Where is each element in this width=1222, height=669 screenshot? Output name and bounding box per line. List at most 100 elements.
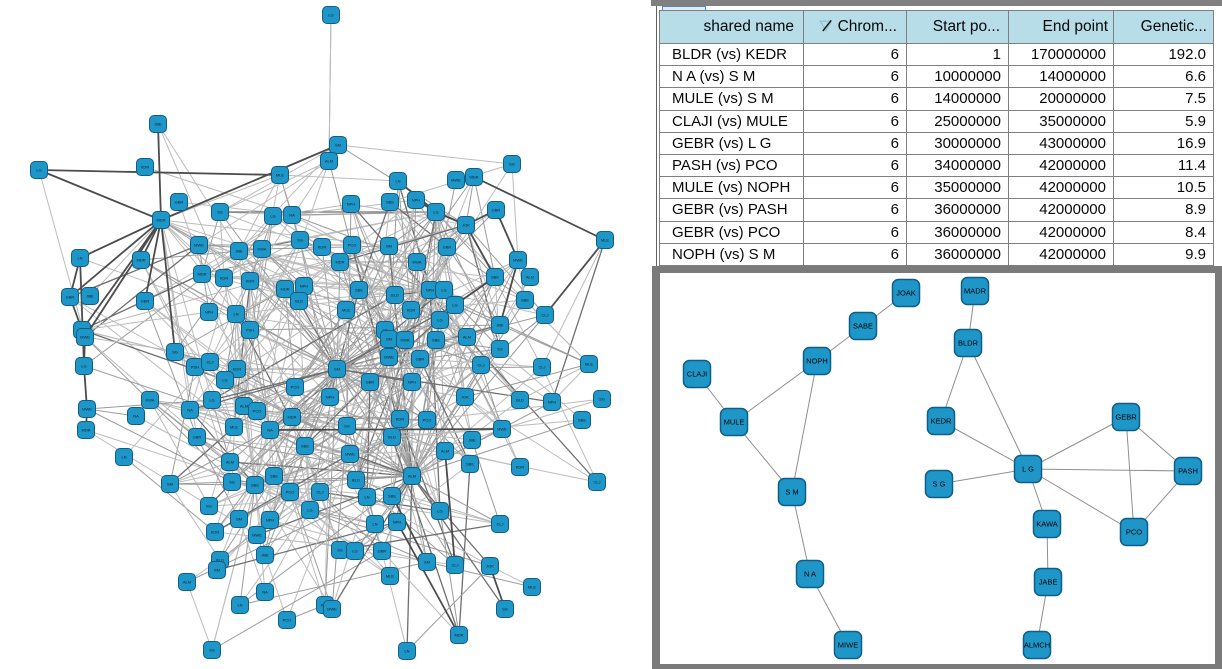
svg-text:GBR: GBR — [175, 200, 184, 205]
svg-text:MLE: MLE — [528, 585, 537, 590]
svg-text:JOK: JOK — [486, 564, 494, 569]
svg-text:SM: SM — [167, 482, 173, 487]
svg-text:NPH: NPH — [426, 288, 435, 293]
svg-text:KDR: KDR — [141, 165, 150, 170]
svg-text:SG: SG — [229, 480, 235, 485]
svg-text:LG: LG — [270, 214, 275, 219]
svg-text:SM: SM — [386, 337, 392, 342]
svg-text:NPH: NPH — [408, 380, 417, 385]
svg-text:JBE: JBE — [235, 249, 243, 254]
svg-text:ALM: ALM — [183, 580, 191, 585]
svg-text:LN: LN — [364, 495, 369, 500]
svg-text:ALM: ALM — [463, 335, 471, 340]
svg-text:KDR: KDR — [318, 245, 327, 250]
svg-text:KDR: KDR — [396, 417, 405, 422]
svg-text:SG: SG — [344, 424, 350, 429]
svg-text:CLJ: CLJ — [541, 313, 548, 318]
svg-text:LG: LG — [433, 210, 438, 215]
svg-text:GBR: GBR — [193, 435, 202, 440]
svg-text:MLE: MLE — [230, 425, 239, 430]
svg-text:BLD: BLD — [352, 478, 360, 483]
svg-text:NA: NA — [267, 428, 273, 433]
svg-text:MWE: MWE — [513, 258, 523, 263]
svg-text:NA: NA — [289, 213, 295, 218]
svg-text:KDR: KDR — [516, 465, 525, 470]
svg-text:CLJ: CLJ — [538, 365, 545, 370]
svg-text:SM: SM — [424, 560, 430, 565]
svg-text:MLE: MLE — [386, 574, 395, 579]
svg-text:LG: LG — [222, 378, 227, 383]
svg-text:SBE: SBE — [578, 418, 586, 423]
svg-text:KWA: KWA — [413, 260, 422, 265]
svg-text:LG: LG — [36, 168, 41, 173]
svg-text:MLE: MLE — [585, 362, 594, 367]
svg-text:JBE: JBE — [154, 122, 162, 127]
svg-text:LG: LG — [441, 288, 446, 293]
svg-text:CLJ: CLJ — [206, 360, 213, 365]
svg-text:SBE: SBE — [388, 494, 396, 499]
svg-text:CLJ: CLJ — [316, 490, 323, 495]
svg-text:LG: LG — [437, 318, 442, 323]
svg-text:KDR: KDR — [220, 276, 229, 281]
svg-text:LG: LG — [328, 13, 333, 18]
svg-text:BLD: BLD — [388, 435, 396, 440]
svg-text:ALM: ALM — [226, 460, 234, 465]
svg-text:SG: SG — [209, 648, 215, 653]
svg-text:SM: SM — [386, 244, 392, 249]
svg-text:GBR: GBR — [492, 208, 501, 213]
svg-text:SG: SG — [297, 238, 303, 243]
svg-text:NA: NA — [262, 590, 268, 595]
svg-text:KDR: KDR — [407, 308, 416, 313]
svg-text:SBE: SBE — [301, 444, 309, 449]
svg-text:SG: SG — [509, 162, 515, 167]
svg-text:MDR: MDR — [335, 260, 344, 265]
svg-text:SG: SG — [337, 548, 343, 553]
svg-text:BLD: BLD — [295, 299, 303, 304]
svg-text:JOK: JOK — [461, 395, 469, 400]
svg-text:NA: NA — [187, 408, 193, 413]
svg-text:NA: NA — [133, 414, 139, 419]
svg-text:KDR: KDR — [246, 279, 255, 284]
svg-text:MDR: MDR — [454, 633, 463, 638]
svg-text:MWE: MWE — [327, 607, 337, 612]
svg-text:JOK: JOK — [462, 223, 470, 228]
svg-text:CLJ: CLJ — [451, 563, 458, 568]
svg-text:SG: SG — [497, 347, 503, 352]
svg-text:BLD: BLD — [216, 558, 224, 563]
svg-text:ALM: ALM — [441, 449, 449, 454]
svg-text:SBE: SBE — [432, 338, 440, 343]
svg-text:MDR: MDR — [280, 287, 289, 292]
svg-text:LG: LG — [437, 509, 442, 514]
svg-text:GBR: GBR — [378, 549, 387, 554]
svg-text:PCO: PCO — [286, 490, 295, 495]
svg-text:SBE: SBE — [386, 200, 394, 205]
svg-text:MLE: MLE — [276, 173, 285, 178]
svg-text:GBR: GBR — [443, 245, 452, 250]
svg-text:NPH: NPH — [393, 520, 402, 525]
svg-text:MWE: MWE — [384, 355, 394, 360]
svg-text:LN: LN — [237, 603, 242, 608]
svg-text:LG: LG — [352, 549, 357, 554]
svg-text:JBE: JBE — [86, 294, 94, 299]
svg-text:GBR: GBR — [66, 295, 75, 300]
svg-text:LN: LN — [395, 179, 400, 184]
svg-text:KDR: KDR — [233, 367, 242, 372]
svg-text:KDR: KDR — [211, 530, 220, 535]
svg-text:ALM: ALM — [526, 275, 534, 280]
svg-text:SBE: SBE — [355, 288, 363, 293]
svg-text:SBE: SBE — [466, 462, 474, 467]
svg-text:MDR: MDR — [136, 258, 145, 263]
svg-text:SBE: SBE — [270, 474, 278, 479]
svg-text:MWE: MWE — [497, 427, 507, 432]
svg-text:GBR: GBR — [416, 357, 425, 362]
svg-text:LN: LN — [121, 455, 126, 460]
svg-text:CLJ: CLJ — [593, 480, 600, 485]
svg-text:LN: LN — [404, 649, 409, 654]
svg-text:MDR: MDR — [287, 415, 296, 420]
svg-text:MDR: MDR — [469, 175, 478, 180]
svg-text:LG: LG — [307, 508, 312, 513]
svg-text:NPH: NPH — [548, 400, 557, 405]
svg-text:ALM: ALM — [325, 159, 333, 164]
svg-text:SG: SG — [599, 397, 605, 402]
svg-text:JBE: JBE — [496, 323, 504, 328]
